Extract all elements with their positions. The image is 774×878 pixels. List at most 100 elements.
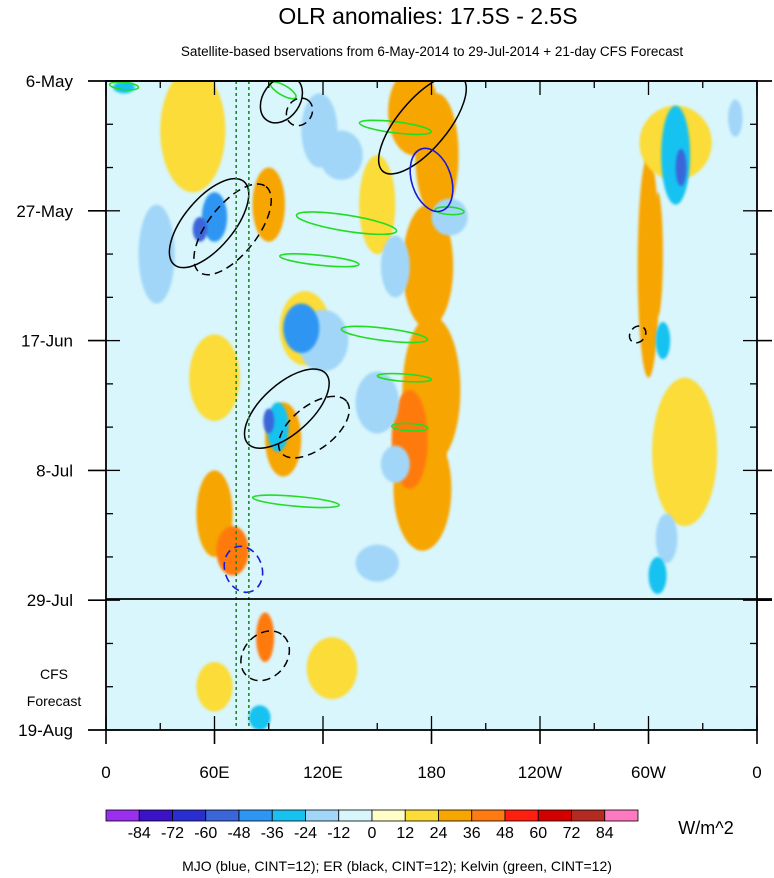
er-contour-3 xyxy=(168,177,250,269)
colorbar-swatch-8 xyxy=(371,809,406,822)
x-axis: 0 60E 120E 180 120W 60W 0 xyxy=(101,81,762,782)
colorbar-swatch-2 xyxy=(172,809,207,822)
kelvin-contour-3 xyxy=(434,206,465,216)
y-axis: 6-May 27-May 17-Jun 8-Jul 29-Jul 19-Aug xyxy=(16,72,772,740)
olr-anomaly-patch-9 xyxy=(252,167,286,242)
x-tick-label-5: 60W xyxy=(631,763,666,782)
colorbar-label-4: -36 xyxy=(261,825,284,842)
colorbar-swatch-14 xyxy=(571,809,606,822)
olr-anomaly-patch-2 xyxy=(402,204,454,329)
colorbar-label-2: -60 xyxy=(194,825,217,842)
olr-anomaly-patch-35 xyxy=(661,105,691,205)
x-tick-label-2: 120E xyxy=(303,763,343,782)
olr-anomaly-patch-41 xyxy=(248,705,271,730)
kelvin-contour-2 xyxy=(358,119,433,136)
olr-anomaly-patch-36 xyxy=(675,148,687,187)
olr-anomaly-field xyxy=(113,81,743,730)
olr-anomaly-patch-32 xyxy=(380,445,410,483)
colorbar-swatch-4 xyxy=(238,809,273,822)
colorbar-swatch-9 xyxy=(404,809,439,822)
mjo-contour-1 xyxy=(223,545,264,594)
olr-anomaly-patch-22 xyxy=(201,192,228,242)
kelvin-contour-7 xyxy=(376,372,433,383)
chart-title: OLR anomalies: 17.5S - 2.5S xyxy=(278,3,577,29)
colorbar-label-11: 48 xyxy=(496,825,514,842)
olr-anomaly-patch-17 xyxy=(652,192,663,316)
olr-anomaly-patch-8 xyxy=(256,612,275,663)
colorbar-swatch-10 xyxy=(438,809,473,822)
colorbar-swatch-5 xyxy=(271,809,306,822)
forecast-label-line1: CFS xyxy=(40,666,68,682)
colorbar-label-8: 12 xyxy=(396,825,414,842)
colorbar-label-3: -48 xyxy=(227,825,250,842)
olr-anomaly-patch-29 xyxy=(355,371,399,434)
colorbar-label-5: -24 xyxy=(294,825,317,842)
kelvin-contour-6 xyxy=(340,325,429,344)
colorbar-label-12: 60 xyxy=(529,825,547,842)
y-tick-label-5: 19-Aug xyxy=(18,721,73,740)
colorbar-label-7: 0 xyxy=(368,825,377,842)
x-tick-label-1: 60E xyxy=(199,763,229,782)
colorbar-label-9: 24 xyxy=(430,825,448,842)
y-tick-label-2: 17-Jun xyxy=(21,332,73,351)
olr-anomaly-patch-37 xyxy=(655,322,671,360)
kelvin-contour-4 xyxy=(295,211,398,236)
colorbar-swatch-6 xyxy=(305,809,340,822)
plot-area: 6-May 27-May 17-Jun 8-Jul 29-Jul 19-Aug 0 60E 1… xyxy=(16,72,772,782)
y-tick-label-4: 29-Jul xyxy=(27,591,73,610)
colorbar-units: W/m^2 xyxy=(678,818,733,838)
kelvin-contour-8 xyxy=(390,422,429,432)
olr-anomaly-patch-27 xyxy=(301,93,338,168)
olr-anomaly-patch-39 xyxy=(648,556,667,595)
x-tick-label-6: 0 xyxy=(752,763,761,782)
colorbar-label-0: -84 xyxy=(128,825,151,842)
x-tick-label-4: 120W xyxy=(518,763,562,782)
reference-meridians xyxy=(235,81,250,730)
olr-anomaly-patch-21 xyxy=(138,204,175,304)
kelvin-contour-0 xyxy=(108,81,140,91)
y-tick-label-3: 8-Jul xyxy=(36,461,73,480)
colorbar-swatch-13 xyxy=(537,809,572,822)
olr-anomaly-patch-20 xyxy=(196,662,233,712)
mjo-contour-0 xyxy=(409,147,454,213)
olr-anomaly-patch-15 xyxy=(359,155,396,255)
er-contour-2 xyxy=(377,81,468,175)
er-contour-0 xyxy=(259,81,304,124)
colorbar-label-10: 36 xyxy=(463,825,481,842)
olr-anomaly-patch-18 xyxy=(652,377,718,527)
colorbar-swatch-11 xyxy=(471,809,506,822)
x-tick-label-0: 0 xyxy=(101,763,110,782)
colorbar-label-13: 72 xyxy=(563,825,581,842)
forecast-label-line2: Forecast xyxy=(27,693,82,709)
colorbar: -84 -72 -60 -48 -36 -24 -12 0 12 24 36 48 60 72 84 xyxy=(105,809,639,842)
olr-anomaly-patch-23 xyxy=(192,216,208,242)
colorbar-label-6: -12 xyxy=(327,825,350,842)
olr-anomaly-patch-38 xyxy=(655,513,678,564)
contour-legend-note: MJO (blue, CINT=12); ER (black, CINT=12)… xyxy=(182,858,612,874)
chart-subtitle: Satellite-based bservations from 6-May-2… xyxy=(181,44,684,59)
olr-anomaly-patch-28 xyxy=(380,235,410,298)
colorbar-swatch-3 xyxy=(205,809,240,822)
kelvin-contour-5 xyxy=(279,253,360,268)
er-contour-5 xyxy=(243,368,330,449)
er-contour-4 xyxy=(193,183,272,276)
colorbar-swatch-0 xyxy=(105,809,140,822)
colorbar-swatch-15 xyxy=(604,809,639,822)
olr-anomaly-patch-11 xyxy=(306,637,358,700)
olr-anomaly-patch-7 xyxy=(216,526,249,576)
y-tick-label-1: 27-May xyxy=(16,202,73,221)
er-contour-1 xyxy=(285,97,314,127)
olr-anomaly-patch-40 xyxy=(728,99,743,137)
colorbar-swatch-7 xyxy=(338,809,373,822)
er-contour-6 xyxy=(277,395,351,459)
olr-anomaly-patch-12 xyxy=(189,334,240,421)
olr-anomaly-patch-25 xyxy=(283,303,320,353)
colorbar-label-1: -72 xyxy=(161,825,184,842)
olr-anomaly-patch-33 xyxy=(355,544,399,582)
kelvin-contour-9 xyxy=(251,494,340,509)
colorbar-swatch-12 xyxy=(504,809,539,822)
olr-anomaly-patch-1 xyxy=(415,93,459,217)
x-tick-label-3: 180 xyxy=(417,763,445,782)
olr-anomaly-patch-31 xyxy=(263,408,275,434)
